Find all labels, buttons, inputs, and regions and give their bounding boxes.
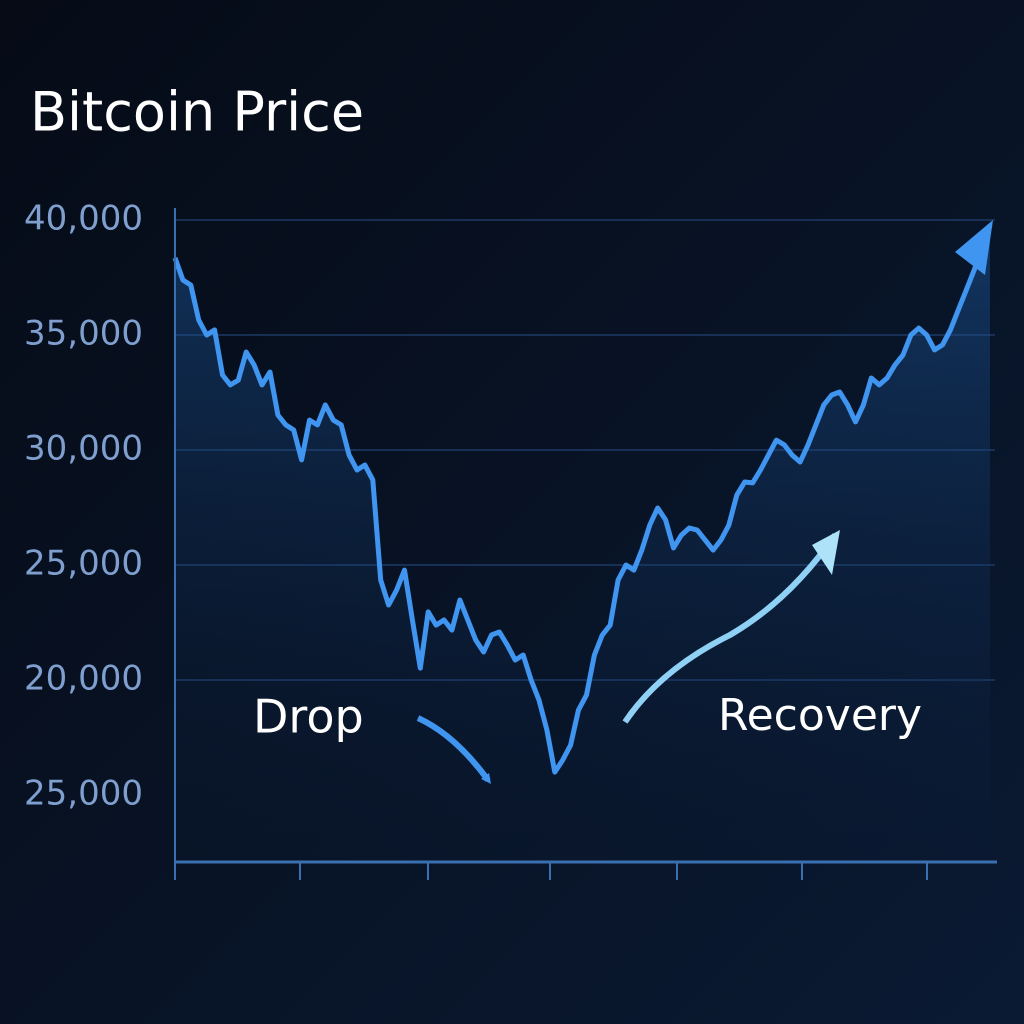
y-tick-label: 35,000	[24, 313, 143, 353]
recovery-arrow	[622, 533, 838, 724]
axes	[174, 208, 997, 880]
recovery-arrowhead	[812, 530, 840, 575]
chart-title: Bitcoin Price	[30, 81, 364, 144]
x-ticks	[299, 862, 928, 880]
y-tick-label: 25,000	[24, 544, 143, 584]
drop-arrow	[416, 715, 491, 785]
annotation: Drop	[253, 690, 364, 744]
y-tick-label: 25,000	[24, 774, 143, 814]
price-line	[172, 224, 993, 775]
y-tick-label: 30,000	[24, 429, 143, 469]
y-tick-label: 20,000	[24, 659, 143, 699]
line-arrowhead	[955, 220, 993, 275]
annotation: Recovery	[718, 690, 922, 741]
area-fill	[175, 225, 990, 862]
y-tick-label: 40,000	[24, 198, 143, 238]
